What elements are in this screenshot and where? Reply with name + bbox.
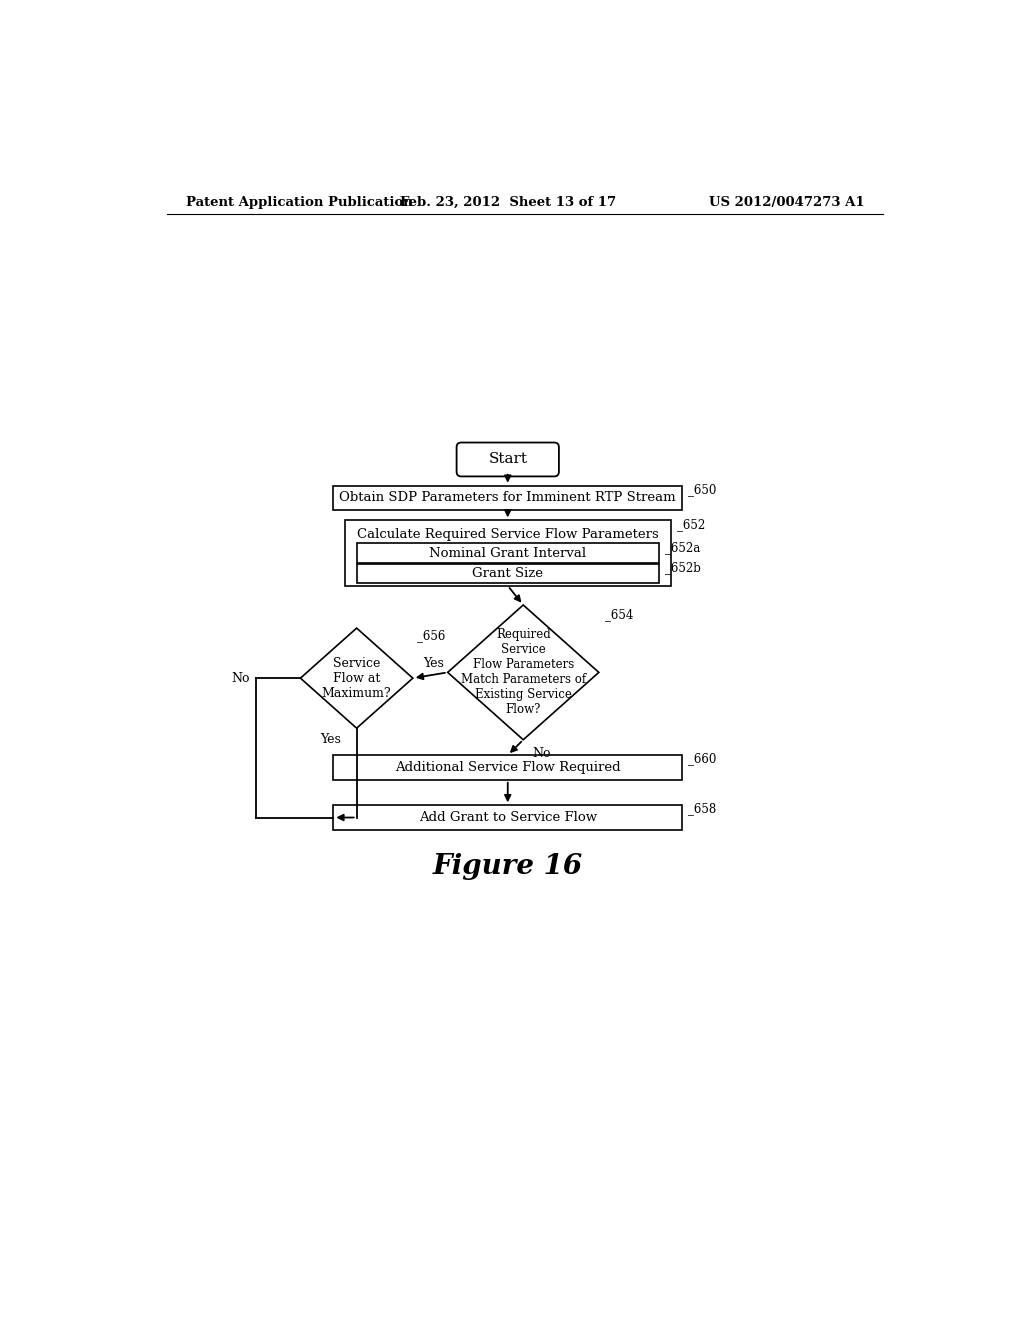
Text: No: No (532, 747, 551, 760)
Text: _654: _654 (605, 607, 634, 620)
Text: Obtain SDP Parameters for Imminent RTP Stream: Obtain SDP Parameters for Imminent RTP S… (339, 491, 676, 504)
Text: No: No (231, 672, 250, 685)
Text: Required
Service
Flow Parameters
Match Parameters of
Existing Service
Flow?: Required Service Flow Parameters Match P… (461, 628, 586, 717)
Text: Service
Flow at
Maximum?: Service Flow at Maximum? (322, 656, 391, 700)
Text: Additional Service Flow Required: Additional Service Flow Required (395, 760, 621, 774)
FancyBboxPatch shape (345, 520, 671, 586)
FancyBboxPatch shape (334, 755, 682, 780)
FancyBboxPatch shape (457, 442, 559, 477)
Text: Yes: Yes (423, 656, 443, 669)
FancyBboxPatch shape (334, 805, 682, 830)
FancyBboxPatch shape (356, 564, 658, 583)
Text: Figure 16: Figure 16 (433, 853, 583, 880)
Text: Nominal Grant Interval: Nominal Grant Interval (429, 546, 587, 560)
Text: _652b: _652b (665, 561, 701, 574)
Text: _658: _658 (688, 803, 717, 816)
Text: US 2012/0047273 A1: US 2012/0047273 A1 (709, 195, 864, 209)
FancyBboxPatch shape (356, 544, 658, 562)
Text: Add Grant to Service Flow: Add Grant to Service Flow (419, 810, 597, 824)
Text: _656: _656 (417, 630, 445, 643)
Text: Yes: Yes (321, 733, 341, 746)
Text: Calculate Required Service Flow Parameters: Calculate Required Service Flow Paramete… (357, 528, 658, 541)
Text: Feb. 23, 2012  Sheet 13 of 17: Feb. 23, 2012 Sheet 13 of 17 (399, 195, 615, 209)
Text: _652: _652 (677, 517, 705, 531)
Text: Patent Application Publication: Patent Application Publication (186, 195, 413, 209)
Text: Grant Size: Grant Size (472, 568, 544, 581)
FancyBboxPatch shape (334, 486, 682, 511)
Text: _660: _660 (688, 752, 717, 766)
Polygon shape (447, 605, 599, 739)
Text: _652a: _652a (665, 541, 700, 554)
Text: _650: _650 (688, 483, 717, 496)
Polygon shape (300, 628, 413, 729)
Text: Start: Start (488, 453, 527, 466)
